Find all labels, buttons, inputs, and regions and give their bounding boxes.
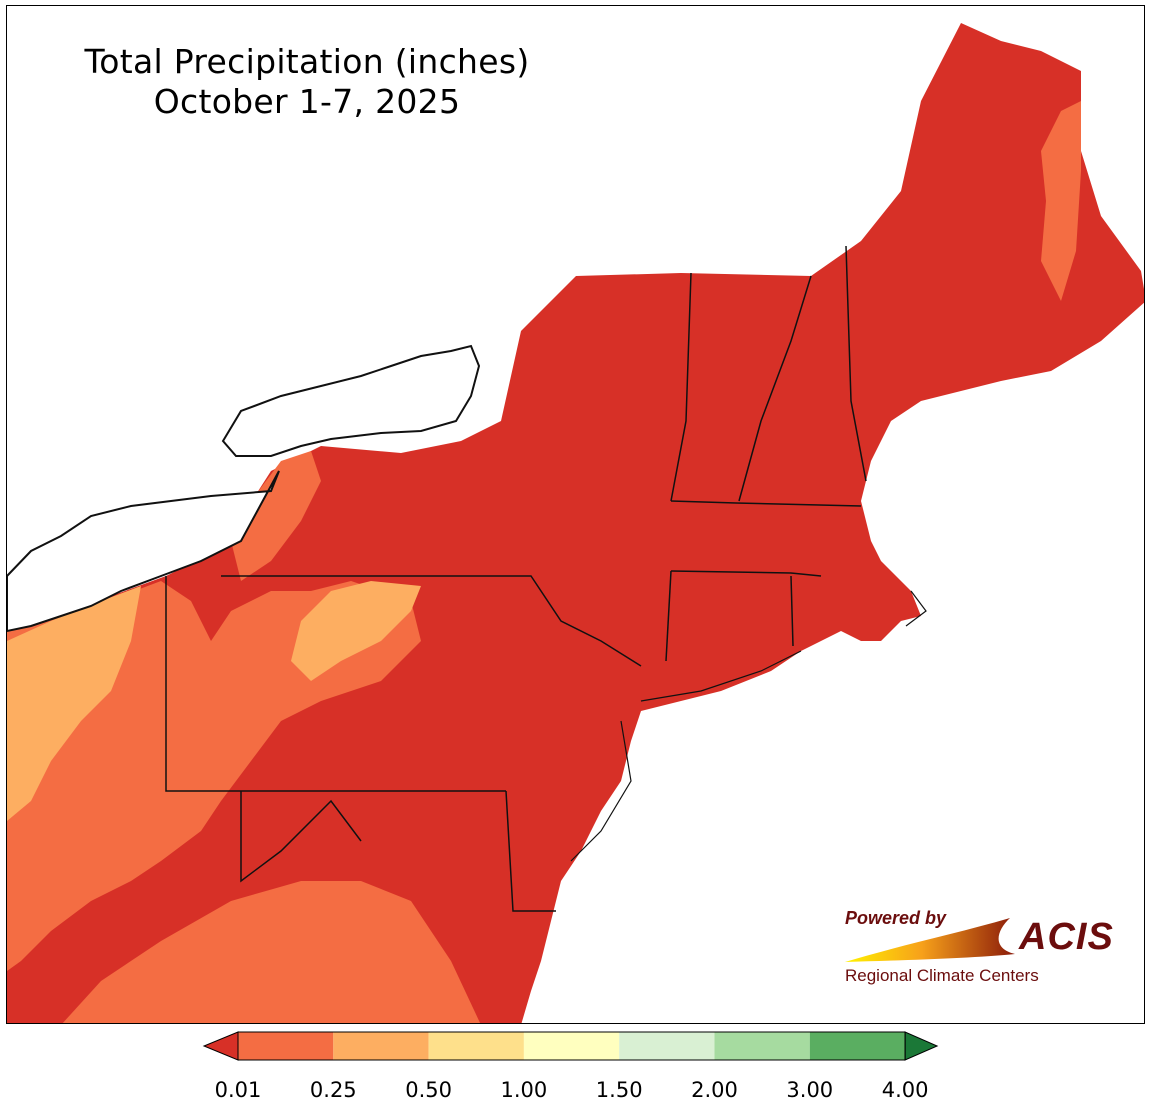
map-subtitle: October 1-7, 2025 [153, 82, 461, 121]
lake-ontario [221, 344, 481, 457]
map-title: Total Precipitation (inches) [84, 42, 530, 81]
colorbar-tick-label: 0.01 [214, 1078, 262, 1102]
colorbar-bin [428, 1032, 524, 1060]
colorbar-over-arrow [904, 1031, 939, 1061]
colorbar-bin [523, 1032, 620, 1060]
state-boundaries [165, 245, 867, 912]
colorbar-tick-label: 2.00 [691, 1078, 738, 1102]
colorbar-bin [714, 1032, 810, 1060]
colorbar-bin [809, 1032, 906, 1060]
land-light-orange-pa [291, 581, 421, 681]
colorbar-outline [237, 1031, 906, 1061]
land-orange-ne [1041, 101, 1081, 301]
land-light-orange [7, 586, 141, 821]
colorbar-under-arrow [202, 1031, 239, 1061]
colorbar-bin [619, 1032, 715, 1060]
colorbar-bin [238, 1032, 334, 1060]
map-frame: Total Precipitation (inches) October 1-7… [6, 5, 1145, 1024]
colorbar-tick-label: 3.00 [786, 1078, 834, 1102]
coastline [570, 590, 927, 862]
colorbar-bin [333, 1032, 429, 1060]
logo-powered-by: Powered by [845, 908, 947, 928]
logo-org: Regional Climate Centers [845, 966, 1039, 985]
land-dark-red [7, 23, 1144, 1023]
land-orange-pa [231, 451, 321, 581]
lake-erie [7, 470, 280, 633]
colorbar [202, 1031, 939, 1061]
color-legend: 0.01 0.25 0.50 1.00 1.50 2.00 3.00 4.00 [200, 1028, 945, 1108]
colorbar-tick-label: 0.50 [405, 1078, 452, 1102]
land-orange-south [62, 881, 481, 1023]
logo-brand: ACIS [1019, 916, 1114, 958]
colorbar-tick-label: 0.25 [309, 1078, 357, 1102]
acis-logo: Powered by ACIS Regional Climate Centers [835, 904, 1125, 994]
colorbar-tick-label: 1.00 [500, 1078, 548, 1102]
swoosh-icon [845, 918, 1015, 962]
colorbar-tick-label: 1.50 [595, 1078, 643, 1102]
precipitation-map [7, 23, 1144, 1023]
colorbar-tick-label: 4.00 [881, 1078, 929, 1102]
